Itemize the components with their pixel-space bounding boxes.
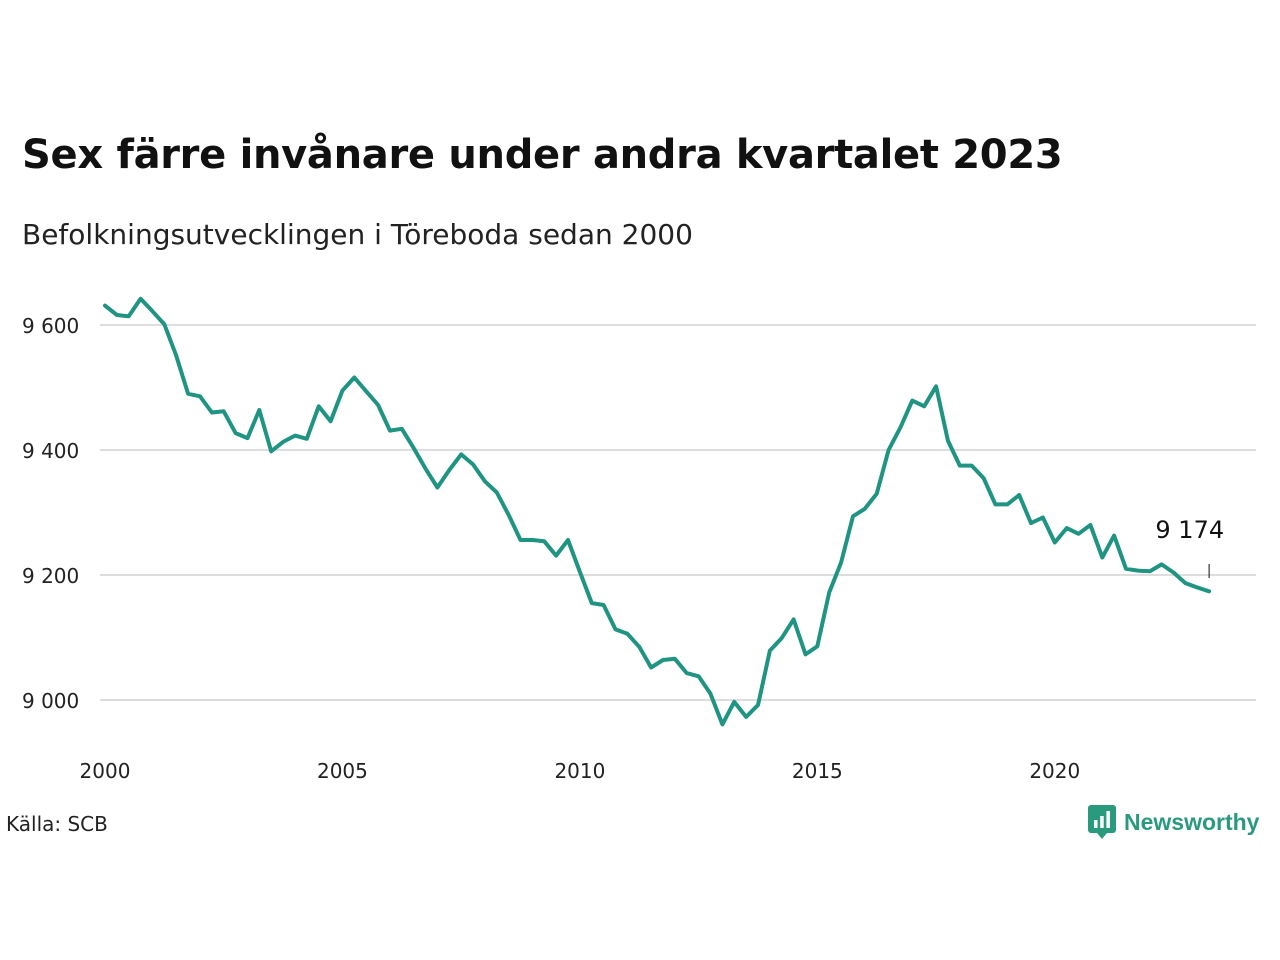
brand-logo: Newsworthy [1088, 804, 1259, 840]
source-note: Källa: SCB [6, 812, 108, 836]
chart-subtitle: Befolkningsutvecklingen i Töreboda sedan… [22, 218, 693, 251]
series-line [103, 296, 1212, 727]
y-tick-label: 9 400 [22, 439, 79, 463]
x-axis-tick-labels: 2000 2005 2010 2015 2020 [80, 759, 1081, 783]
x-tick-label: 2020 [1029, 759, 1080, 783]
gridlines [100, 324, 1256, 701]
brand-name: Newsworthy [1124, 808, 1260, 835]
x-tick-label: 2010 [554, 759, 605, 783]
y-axis-tick-labels: 9 000 9 200 9 400 9 600 [22, 314, 79, 713]
newsworthy-logo-icon [1088, 805, 1116, 839]
annotation-label: 9 174 [1155, 516, 1224, 544]
y-tick-label: 9 200 [22, 564, 79, 588]
chart-title: Sex färre invånare under andra kvartalet… [22, 132, 1063, 178]
series-layer [103, 296, 1212, 727]
annotation-layer: 9 174 [1155, 516, 1224, 578]
y-tick-label: 9 600 [22, 314, 79, 338]
x-tick-label: 2000 [80, 759, 131, 783]
y-tick-label: 9 000 [22, 689, 79, 713]
x-tick-label: 2015 [792, 759, 843, 783]
x-tick-label: 2005 [317, 759, 368, 783]
